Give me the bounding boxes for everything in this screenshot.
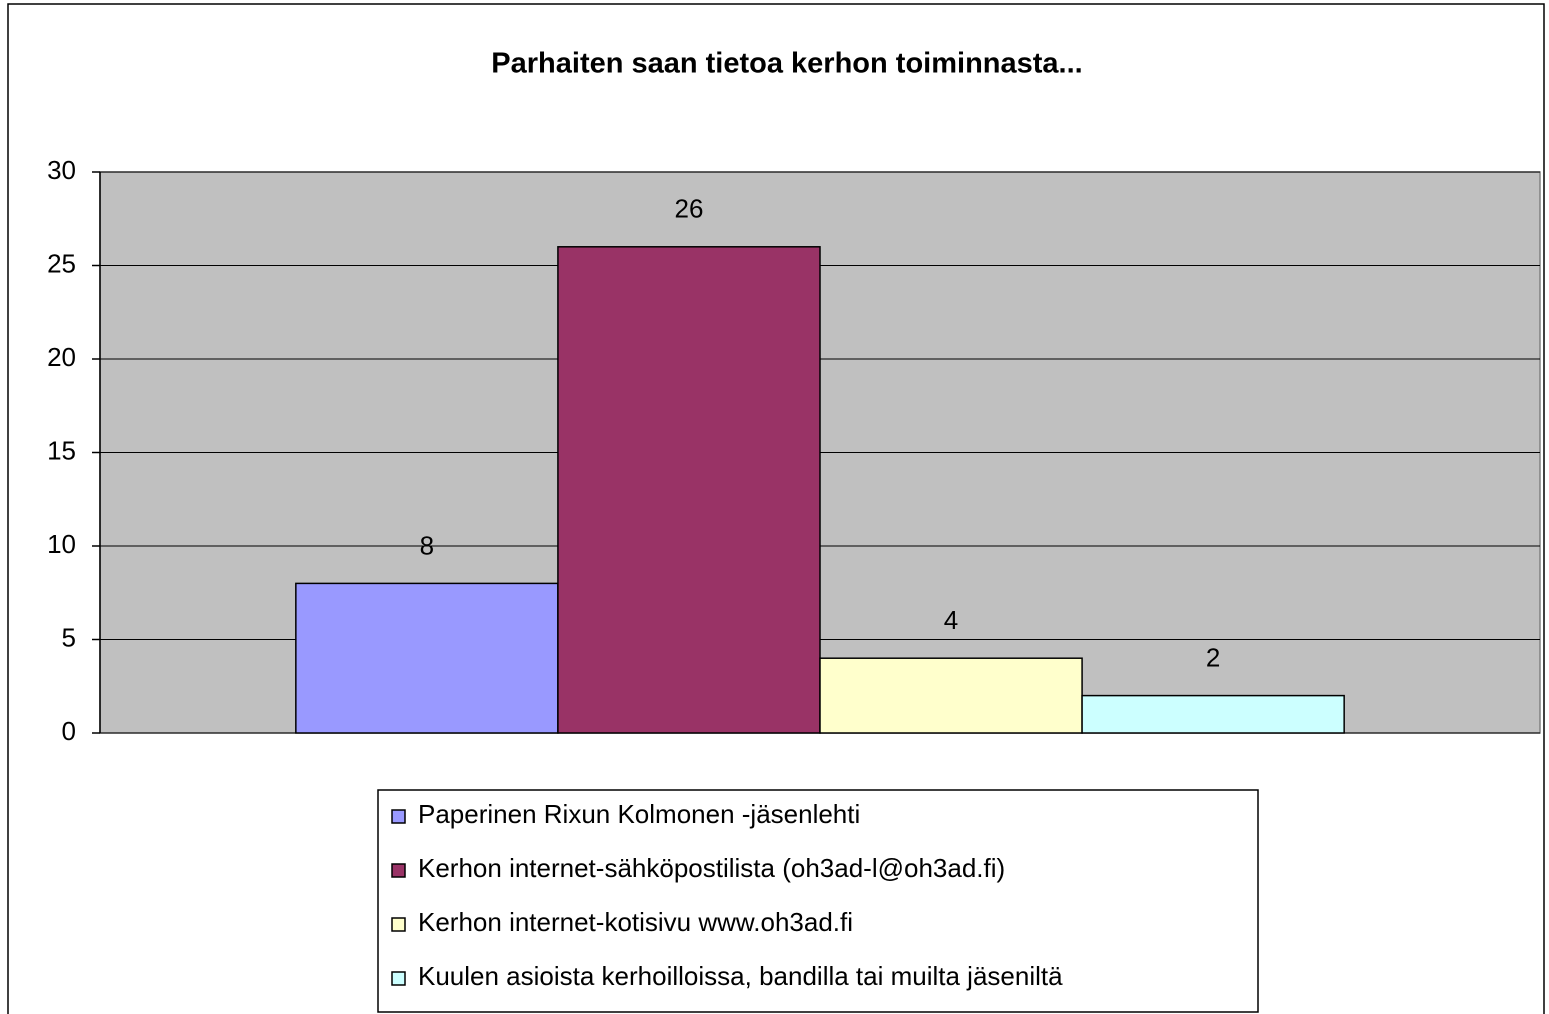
bar: [1081, 694, 1345, 734]
y-tick-label: 25: [47, 248, 76, 278]
chart-title: Parhaiten saan tietoa kerhon toiminnasta…: [491, 48, 1082, 80]
bar: [819, 657, 1083, 734]
y-tick-label: 15: [47, 435, 76, 465]
bar: [557, 246, 821, 734]
legend-swatch: [391, 917, 406, 932]
y-tick-label: 0: [62, 716, 76, 746]
legend-label: Paperinen Rixun Kolmonen -jäsenlehti: [418, 799, 860, 829]
y-tick-label: 10: [47, 529, 76, 559]
legend: [377, 789, 1259, 1013]
bar: [295, 582, 559, 734]
legend-label: Kuulen asioista kerhoilloissa, bandilla …: [418, 961, 1063, 991]
legend-label: Kerhon internet-sähköpostilista (oh3ad-l…: [418, 853, 1005, 883]
y-tick-label: 30: [47, 155, 76, 185]
legend-swatch: [391, 971, 406, 986]
legend-swatch: [391, 863, 406, 878]
legend-label: Kerhon internet-kotisivu www.oh3ad.fi: [418, 907, 853, 937]
legend-swatch: [391, 809, 406, 824]
value-label: 26: [674, 194, 703, 224]
value-label: 4: [944, 605, 958, 635]
value-label: 2: [1206, 642, 1220, 672]
value-label: 8: [420, 530, 434, 560]
y-tick-label: 20: [47, 342, 76, 372]
y-tick-label: 5: [62, 622, 76, 652]
